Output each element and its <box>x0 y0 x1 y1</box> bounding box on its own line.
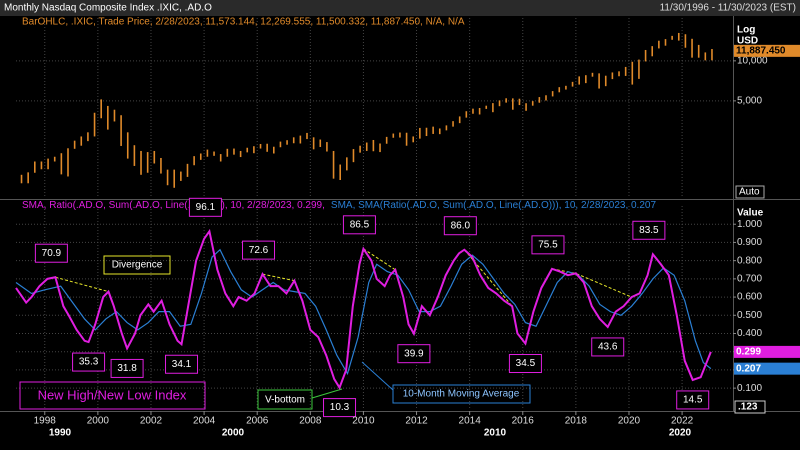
annotation-box <box>165 354 199 374</box>
y-tick-label: 10,000 <box>737 55 768 66</box>
last-value-box <box>734 44 800 57</box>
y-tick-label: 0.800 <box>737 255 762 266</box>
divergence-callout-box <box>103 255 171 275</box>
x-tick-label: 2016 <box>512 416 535 427</box>
annotation-box <box>323 398 357 418</box>
y-tick-label: 5,000 <box>737 96 762 107</box>
header-range: 11/30/1996 - 11/30/2023 (EST) <box>660 3 796 14</box>
x-tick-label: 2020 <box>618 416 641 427</box>
last-value-box <box>734 345 800 358</box>
annotation-box <box>342 215 376 235</box>
divergence-line <box>55 276 109 293</box>
annotation-box <box>531 235 565 255</box>
annotation-label: 43.6 <box>598 342 618 353</box>
annotation-box <box>110 358 144 378</box>
ma-callout-box <box>392 384 531 404</box>
annotation-label: 96.1 <box>196 202 216 213</box>
annotation-label: 86.5 <box>350 219 370 230</box>
x-tick-label: 2010 <box>352 416 375 427</box>
y-tick-label: 0.900 <box>737 237 762 248</box>
y-tick-label: 0.100 <box>737 383 762 394</box>
x-period-label: 2010 <box>484 428 507 439</box>
annotation-label: 34.5 <box>516 358 536 369</box>
x-tick-label: 2006 <box>246 416 269 427</box>
index-name-box <box>19 381 206 410</box>
x-tick-label: 2018 <box>565 416 588 427</box>
x-tick-label: 2008 <box>299 416 322 427</box>
last-value-label: 0.299 <box>736 347 761 358</box>
scale-button-label[interactable]: Auto <box>739 187 760 198</box>
legend: SMA, Ratio(.AD.O, Sum(.AD.O, Line(.AD.O)… <box>22 200 656 211</box>
annotation-box <box>72 352 106 372</box>
v-bottom-connector <box>311 388 343 399</box>
y-tick-label: 0.700 <box>737 273 762 284</box>
y-tick-label: 0.600 <box>737 292 762 303</box>
v-bottom-box <box>257 389 313 410</box>
annotation-label: 31.8 <box>117 363 137 374</box>
annotation-box <box>242 240 276 260</box>
x-period-label: 2020 <box>669 428 692 439</box>
annotation-box <box>34 243 68 263</box>
x-period-label: 2000 <box>222 428 245 439</box>
legend-entry: SMA, Ratio(.AD.O, Sum(.AD.O, Line(.AD.O)… <box>22 200 325 211</box>
annotation-label: 35.3 <box>79 357 99 368</box>
ma-callout: 10-Month Moving Average <box>403 389 520 400</box>
cursor-label: .123 <box>738 402 758 413</box>
header-title: Monthly Nasdaq Composite Index .IXIC, .A… <box>4 3 212 14</box>
x-period-label: 1990 <box>49 428 72 439</box>
x-tick-label: 1998 <box>34 416 57 427</box>
annotation-box <box>443 216 477 236</box>
cursor-box <box>734 400 766 414</box>
x-tick-label: 2000 <box>87 416 110 427</box>
annotation-label: 14.5 <box>683 395 703 406</box>
legend-entry: SMA, SMA(Ratio(.AD.O, Sum(.AD.O, Line(.A… <box>331 200 657 211</box>
annotation-label: 75.5 <box>538 239 558 250</box>
x-tick-label: 2014 <box>459 416 482 427</box>
y-axis-label: Value <box>737 208 764 219</box>
index-name: New High/New Low Index <box>38 387 187 402</box>
ma-connector <box>361 361 394 391</box>
divergence-line <box>363 248 396 271</box>
header-bar <box>0 0 800 16</box>
annotation-label: 10.3 <box>330 402 350 413</box>
annotation-box <box>397 344 431 364</box>
annotation-box <box>508 354 542 374</box>
v-bottom-label: V-bottom <box>265 395 305 406</box>
annotation-label: 83.5 <box>639 225 659 236</box>
last-value-label: 11,887.450 <box>736 46 786 57</box>
annotation-box <box>591 337 625 357</box>
divergence-callout: Divergence <box>112 260 163 271</box>
series-line <box>15 228 712 390</box>
last-value-label: 0.207 <box>736 363 761 374</box>
y-axis-unit: USD <box>737 36 758 47</box>
x-tick-label: 2002 <box>140 416 163 427</box>
divergence-line <box>262 273 295 282</box>
annotation-label: 70.9 <box>42 248 62 259</box>
x-tick-label: 2022 <box>671 416 694 427</box>
annotation-box <box>632 220 666 240</box>
y-tick-label: 0.400 <box>737 328 762 339</box>
scale-button[interactable] <box>735 185 765 199</box>
annotation-label: 39.9 <box>404 348 424 359</box>
x-tick-label: 2004 <box>193 416 216 427</box>
annotation-label: 34.1 <box>172 359 192 370</box>
last-value-box <box>734 362 800 375</box>
annotation-label: 86.0 <box>451 220 471 231</box>
annotation-box <box>676 390 710 410</box>
y-tick-label: 0.500 <box>737 310 762 321</box>
legend-text: BarOHLC, .IXIC, Trade Price, 2/28/2023, … <box>22 17 465 28</box>
x-tick-label: 2012 <box>405 416 428 427</box>
annotation-label: 72.6 <box>249 245 269 256</box>
series-line <box>15 248 712 376</box>
y-axis-label: Log <box>737 25 755 36</box>
y-tick-label: 1.000 <box>737 219 762 230</box>
annotation-box <box>188 197 222 217</box>
